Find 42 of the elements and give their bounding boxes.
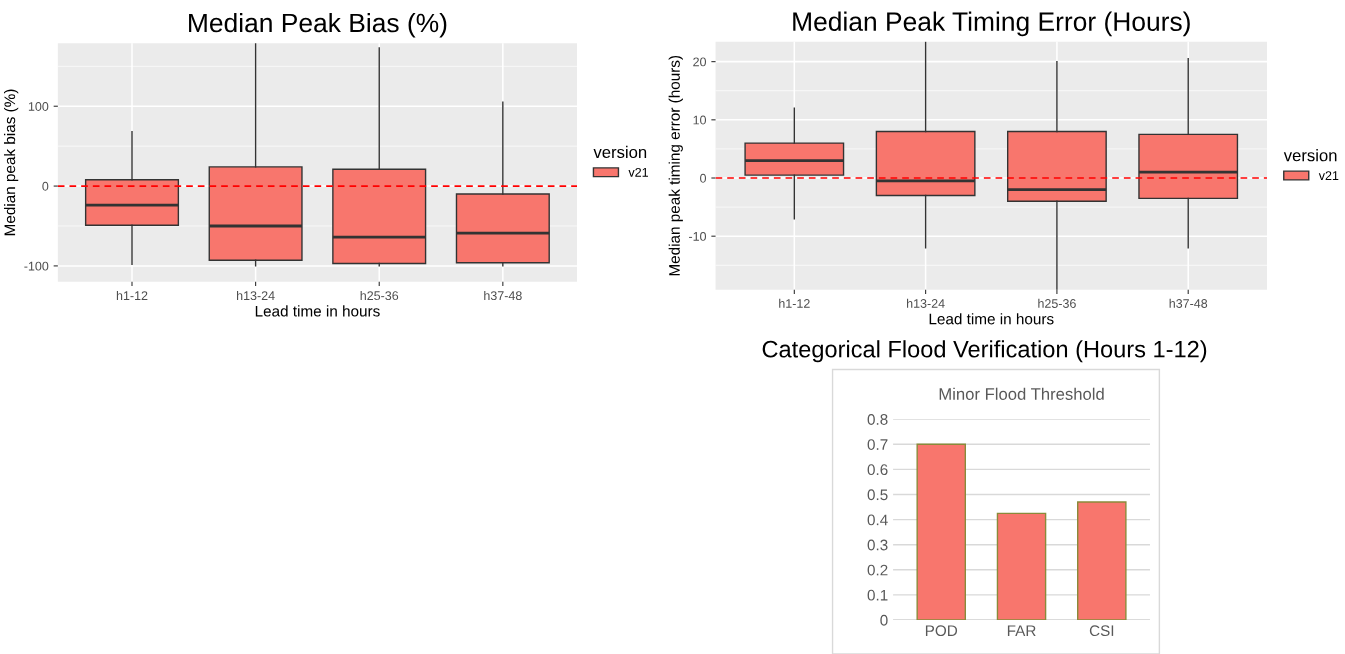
y-tick-label: 0: [700, 173, 707, 183]
x-tick-label: h13-24: [237, 290, 275, 301]
x-tick-label: POD: [925, 625, 958, 637]
x-tick-label: h37-48: [1169, 298, 1208, 308]
legend-label: v21: [628, 167, 648, 177]
x-tick-label: h25-36: [1038, 298, 1076, 308]
bar: [916, 443, 967, 620]
x-tick-label: FAR: [1007, 625, 1036, 636]
x-tick-label: h1-12: [116, 290, 148, 300]
legend-title: version: [1283, 149, 1337, 162]
y-tick-label: -10: [689, 231, 707, 241]
y-tick-label: 0: [880, 614, 888, 626]
y-tick-label: -100: [24, 261, 49, 271]
y-tick-label: 0.6: [867, 464, 888, 476]
bar: [996, 512, 1047, 620]
y-tick-label: 0.3: [867, 539, 888, 551]
chart-title: Median Peak Bias (%): [189, 12, 447, 38]
x-axis-title: Lead time in hours: [929, 313, 1054, 325]
x-axis-title: Lead time in hours: [255, 305, 380, 317]
y-tick-label: 100: [28, 102, 49, 111]
x-tick-label: h37-48: [484, 290, 522, 301]
x-tick-label: h1-12: [779, 298, 810, 308]
legend-title: version: [593, 145, 647, 159]
chart-subtitle: Minor Flood Threshold: [939, 387, 1104, 400]
bar: [1077, 501, 1127, 620]
x-tick-label: h13-24: [907, 298, 945, 308]
chart-title: Categorical Flood Verification (Hours 1-12): [762, 340, 1207, 363]
y-axis-title: Median peak timing error (hours): [668, 55, 683, 276]
y-tick-label: 0.2: [867, 564, 888, 576]
y-tick-label: 20: [693, 57, 707, 67]
y-tick-label: 0.4: [867, 514, 888, 526]
x-tick-label: CSI: [1089, 625, 1114, 637]
legend-label: v21: [1318, 171, 1339, 180]
y-axis-title: Median peak bias (%): [3, 89, 19, 236]
y-tick-label: 0.5: [867, 489, 888, 501]
x-tick-label: h25-36: [360, 290, 399, 301]
y-tick-label: 0.8: [867, 414, 888, 425]
y-tick-label: 0: [42, 181, 49, 191]
y-tick-label: 0.7: [867, 439, 888, 450]
y-tick-label: 0.1: [867, 589, 888, 601]
chart-title: Median Peak Timing Error (Hours): [793, 11, 1190, 37]
y-tick-label: 10: [693, 115, 707, 125]
